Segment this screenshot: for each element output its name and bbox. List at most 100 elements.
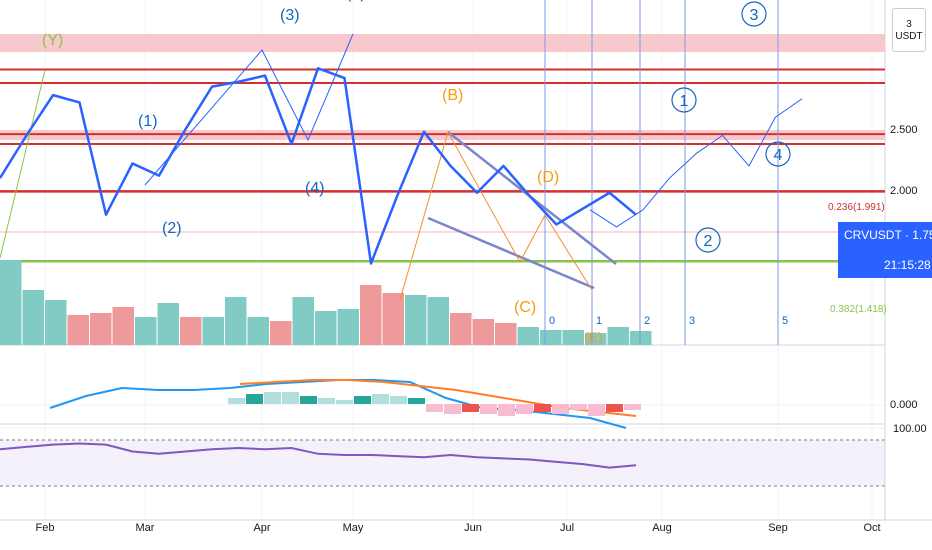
wave-label-9: (E)	[584, 329, 603, 345]
price-axis[interactable]: 2.500 2.000 0.000 100.00	[890, 124, 927, 435]
x-tick-apr: Apr	[253, 522, 270, 534]
time-axis[interactable]: Feb Mar Apr May Jun Jul Aug Sep Oct	[36, 522, 881, 534]
x-tick-jun: Jun	[464, 522, 482, 534]
volume-bar-15	[337, 309, 359, 345]
wave-label-13: 4	[774, 147, 783, 164]
volume-bar-8	[180, 317, 202, 345]
last-price-badge: CRVUSDT · 1.752 21:15:28	[838, 222, 932, 278]
volume-bar-28	[630, 331, 652, 345]
wave-circle-12	[741, 1, 767, 27]
macd-pane	[49, 379, 641, 429]
wave-label-1: (1)	[138, 113, 158, 130]
volume-bar-16	[360, 285, 382, 345]
rsi-pane	[0, 442, 637, 469]
volume-bar-10	[225, 297, 247, 345]
volume-bar-19	[427, 297, 449, 345]
wave-label-2: (2)	[162, 220, 182, 237]
rsi-axis-label: 100.00	[893, 423, 927, 435]
volume-bar-25	[562, 330, 584, 345]
x-tick-feb: Feb	[36, 522, 55, 534]
price-axis-label-2500: 2.500	[890, 124, 918, 136]
volume-bar-3	[67, 315, 89, 345]
cycle-label-1: 1	[596, 315, 602, 327]
macd-bar-19	[570, 404, 587, 410]
wave-label-8: (C)	[514, 299, 536, 316]
volume-bar-20	[450, 313, 472, 345]
wave-label-4: (4)	[305, 180, 325, 197]
macd-bar-13	[462, 404, 479, 412]
x-tick-jul: Jul	[560, 522, 574, 534]
macd-bar-8	[372, 394, 389, 404]
resistance-lines	[0, 68, 885, 263]
macd-bar-2	[264, 392, 281, 404]
volume-bar-14	[315, 311, 337, 345]
volume-bar-26	[585, 333, 607, 345]
macd-bar-7	[354, 396, 371, 404]
x-tick-sep: Sep	[768, 522, 788, 534]
macd-bar-3	[282, 392, 299, 404]
fib-label-0236: 0.236(1.991)	[828, 202, 885, 213]
volume-bar-13	[292, 297, 314, 345]
wave-circle-10	[671, 87, 697, 113]
cycle-label-2: 2	[644, 315, 650, 327]
rsi-band	[0, 440, 885, 486]
macd-bar-14	[480, 404, 497, 414]
macd-bar-11	[426, 404, 443, 412]
macd-bar-18	[552, 404, 569, 414]
macd-bar-21	[606, 404, 623, 412]
volume-bar-2	[45, 300, 67, 345]
volume-bar-18	[405, 295, 427, 345]
volume-bar-1	[22, 290, 44, 345]
elliott-wave-lines	[0, 33, 593, 301]
macd-bar-4	[300, 396, 317, 404]
wave-labels: (Y) (1) (2) (3) (4) (5) (B) (D) (C) (E) 1 2 3 4	[42, 0, 791, 345]
x-tick-mar: Mar	[136, 522, 155, 534]
fib-label-0382: 0.382(1.418)	[830, 304, 887, 315]
wave-label-10: 1	[680, 93, 689, 110]
volume-bar-17	[382, 293, 404, 345]
y-guide	[0, 69, 46, 259]
volume-bar-24	[540, 330, 562, 345]
volume-bar-4	[90, 313, 112, 345]
x-tick-aug: Aug	[652, 522, 672, 534]
volume-bar-9	[202, 317, 224, 345]
rsi-line	[0, 442, 637, 469]
cycle-label-4: 5	[782, 315, 788, 327]
macd-bar-9	[390, 396, 407, 404]
volume-bar-27	[607, 327, 629, 345]
wave-label-11: 2	[704, 233, 713, 250]
wave-label-0: (Y)	[42, 32, 63, 49]
symbol-price: CRVUSDT · 1.752	[844, 228, 932, 242]
volume-bar-12	[270, 321, 292, 345]
last-price: 1.752	[912, 228, 932, 242]
macd-bar-12	[444, 404, 461, 414]
price-axis-label-2000: 2.000	[890, 185, 918, 197]
macd-bar-16	[516, 404, 533, 414]
wave-label-12: 3	[750, 7, 759, 24]
x-tick-oct: Oct	[863, 522, 880, 534]
wave-circle-11	[695, 227, 721, 253]
price-series	[0, 67, 803, 265]
volume-bar-7	[157, 303, 179, 345]
main-pane[interactable]	[0, 0, 885, 345]
macd-bar-20	[588, 404, 605, 416]
volume-bar-11	[247, 317, 269, 345]
macd-bar-0	[228, 398, 245, 404]
volume-bar-0	[0, 260, 22, 345]
volume-bar-5	[112, 307, 134, 345]
cycle-label-0: 0	[549, 315, 555, 327]
macd-bar-1	[246, 394, 263, 404]
abcde-path	[399, 130, 593, 301]
countdown-label: 21:15:28	[884, 258, 931, 272]
macd-axis-label: 0.000	[890, 399, 918, 411]
wave-circle-13	[765, 141, 791, 167]
volume-bar-21	[472, 319, 494, 345]
wave-label-5: (5)	[346, 0, 366, 2]
macd-bar-6	[336, 400, 353, 404]
volume-bar-22	[495, 323, 517, 345]
unit-selector-button[interactable]: 3 USDT	[892, 8, 926, 52]
macd-bar-5	[318, 398, 335, 404]
unit-label: 3 USDT	[895, 19, 923, 42]
volume-bars	[0, 260, 652, 345]
